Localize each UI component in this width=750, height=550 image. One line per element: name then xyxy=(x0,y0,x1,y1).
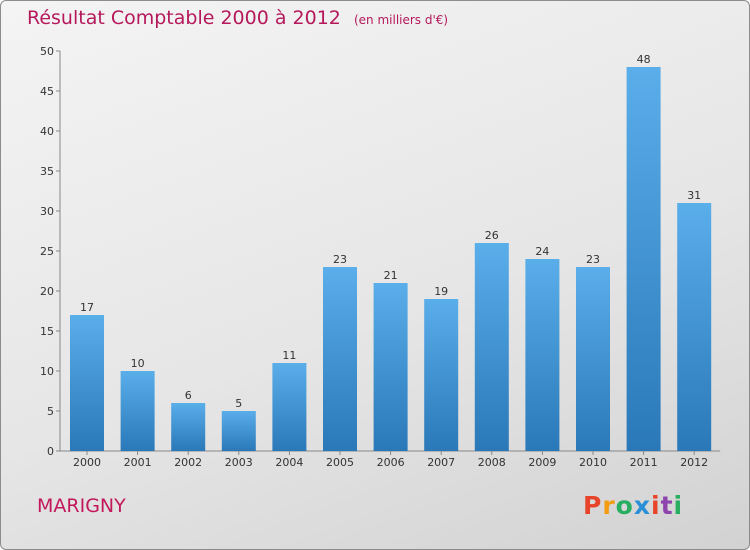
bar-2012 xyxy=(677,203,712,451)
bar-2001 xyxy=(120,371,155,451)
bar-2003 xyxy=(221,411,256,451)
x-tick-label: 2012 xyxy=(680,456,708,469)
y-tick-label: 40 xyxy=(40,125,54,138)
bar-2007 xyxy=(424,299,459,451)
data-label: 6 xyxy=(185,389,192,402)
x-tick-label: 2002 xyxy=(174,456,202,469)
logo-letter: o xyxy=(615,491,634,520)
bar-2008 xyxy=(474,243,509,451)
proxiti-logo: Proxiti xyxy=(583,491,683,520)
title-row: Résultat Comptable 2000 à 2012 (en milli… xyxy=(27,7,448,29)
y-tick-label: 20 xyxy=(40,285,54,298)
x-tick-label: 2004 xyxy=(275,456,303,469)
x-tick-label: 2011 xyxy=(630,456,658,469)
x-tick-label: 2001 xyxy=(124,456,152,469)
logo-letter: P xyxy=(583,491,603,520)
data-label: 5 xyxy=(235,397,242,410)
bars xyxy=(70,67,712,451)
x-tick-label: 2007 xyxy=(427,456,455,469)
place-name: MARIGNY xyxy=(37,495,126,517)
x-tick-label: 2010 xyxy=(579,456,607,469)
bar-2010 xyxy=(576,267,610,451)
data-label: 17 xyxy=(80,301,94,314)
data-label: 26 xyxy=(485,229,499,242)
x-tick-label: 2008 xyxy=(478,456,506,469)
data-label: 48 xyxy=(637,53,651,66)
x-tick-label: 2005 xyxy=(326,456,354,469)
bar-2000 xyxy=(70,315,104,451)
bar-2004 xyxy=(272,363,307,451)
data-label: 23 xyxy=(333,253,347,266)
y-tick-label: 35 xyxy=(40,165,54,178)
logo-letter: x xyxy=(633,491,651,520)
bar-2011 xyxy=(626,67,661,451)
bar-2009 xyxy=(525,259,560,451)
data-label: 11 xyxy=(282,349,296,362)
x-tick-label: 2006 xyxy=(377,456,405,469)
chart-title: Résultat Comptable 2000 à 2012 xyxy=(27,7,341,29)
bar-2006 xyxy=(373,283,408,451)
data-labels: 17 10 6 5 11 23 21 19 26 24 23 48 31 xyxy=(80,53,701,410)
data-label: 21 xyxy=(384,269,398,282)
x-tick-label: 2009 xyxy=(528,456,556,469)
logo-letter: i xyxy=(651,491,661,520)
y-tick-label: 5 xyxy=(47,405,54,418)
y-tick-label: 15 xyxy=(40,325,54,338)
data-label: 23 xyxy=(586,253,600,266)
y-tick-label: 10 xyxy=(40,365,54,378)
data-label: 24 xyxy=(535,245,549,258)
data-label: 19 xyxy=(434,285,448,298)
y-tick-label: 0 xyxy=(47,445,54,458)
y-tick-label: 30 xyxy=(40,205,54,218)
bar-2002 xyxy=(171,403,206,451)
x-tick-label: 2000 xyxy=(73,456,101,469)
data-label: 31 xyxy=(687,189,701,202)
x-tick-label: 2003 xyxy=(225,456,253,469)
y-tick-label: 25 xyxy=(40,245,54,258)
chart-unit: (en milliers d'€) xyxy=(353,13,449,27)
logo-letter: i xyxy=(673,491,684,520)
bar-2005 xyxy=(323,267,357,451)
data-label: 10 xyxy=(131,357,145,370)
y-tick-label: 45 xyxy=(40,85,54,98)
axes: 0 5 10 15 20 25 30 35 40 45 50 2000 2001 2002 2003 2004… xyxy=(40,45,721,469)
logo-letter: r xyxy=(602,491,616,520)
logo-letter: t xyxy=(660,491,674,520)
y-tick-label: 50 xyxy=(40,45,54,58)
